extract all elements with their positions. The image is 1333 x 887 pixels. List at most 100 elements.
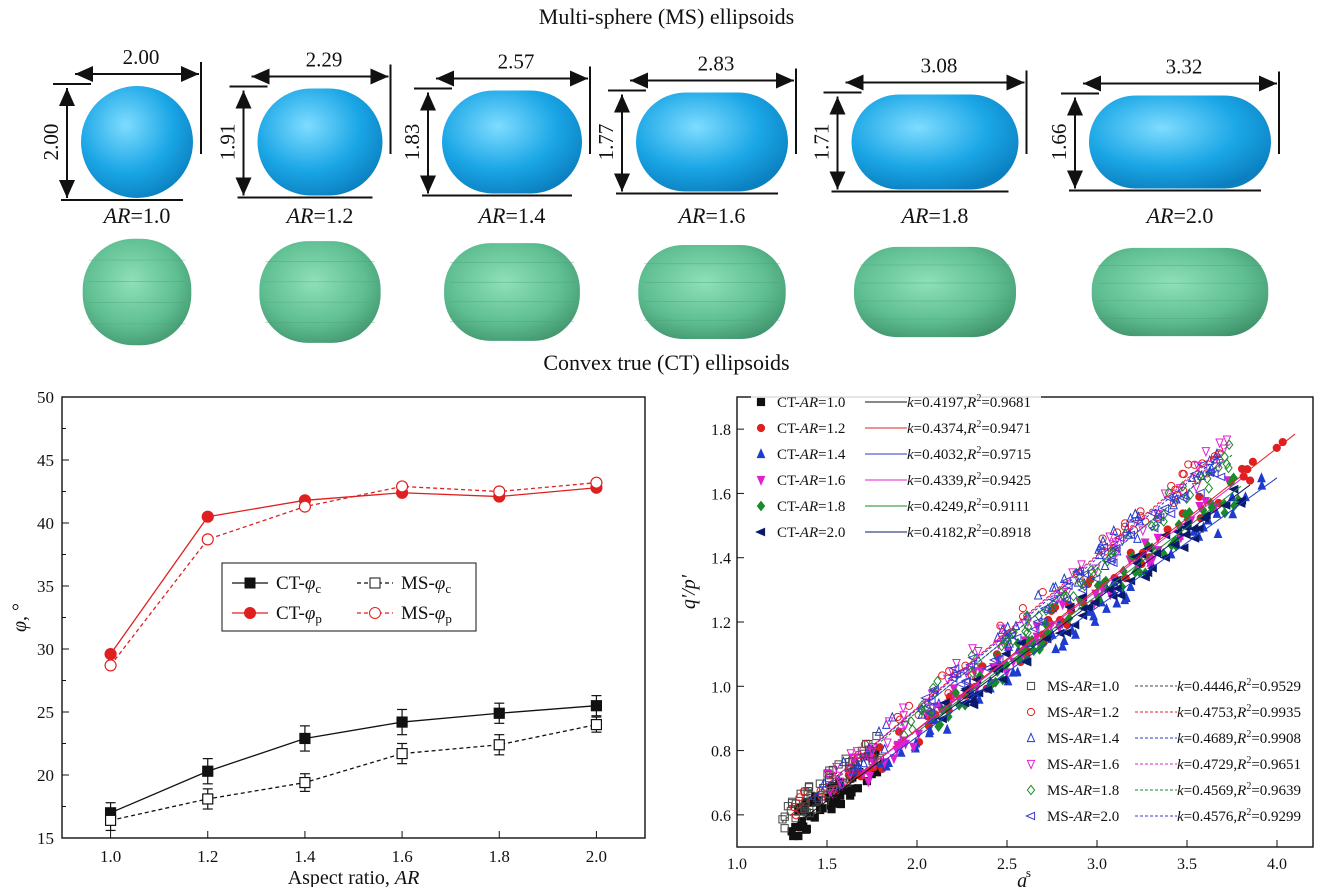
scatter-point <box>1105 554 1116 564</box>
width-label-1: 2.29 <box>306 48 343 72</box>
scatter-point <box>1077 585 1088 595</box>
scatter-point <box>997 624 1007 635</box>
scatter-point <box>997 675 1008 684</box>
scatter-point <box>1023 617 1033 628</box>
scatter-point <box>880 758 889 769</box>
ar-label-0: AR=1.0 <box>102 203 171 228</box>
data-point <box>104 814 117 826</box>
scatter-point <box>1197 460 1208 469</box>
scatter-point <box>1278 437 1287 447</box>
scatter-point <box>973 646 983 657</box>
scatter-point <box>920 693 931 703</box>
bottom-title: Convex true (CT) ellipsoids <box>543 350 790 375</box>
scatter-point <box>791 814 800 823</box>
ct-ellipsoid-2 <box>444 243 580 341</box>
data-point <box>493 707 505 719</box>
legend-label: MS-AR=1.4 <box>1047 731 1120 747</box>
x-tick-label: 1.5 <box>817 856 837 873</box>
ct-ellipsoid-3 <box>638 244 786 340</box>
scatter-point <box>968 667 978 679</box>
scatter-point <box>991 676 1000 688</box>
stress-ratio-chart: 0.6 0.8 1.0 1.2 1.4 1.6 1.8 1.0 1.5 2.0 2.5 3.0 3.5 4… <box>678 391 1314 887</box>
scatter-point <box>1008 666 1018 677</box>
scatter-point <box>1105 532 1114 543</box>
scatter-point <box>1023 621 1033 633</box>
scatter-point <box>1022 610 1032 622</box>
fit-line-3 <box>862 478 1242 773</box>
scatter-point <box>949 664 960 673</box>
scatter-point <box>1169 540 1180 550</box>
legend-label: CT-AR=1.4 <box>777 447 846 463</box>
x-tick-label: 1.8 <box>489 847 510 866</box>
scatter-point <box>944 689 953 698</box>
scatter-point <box>1018 604 1027 613</box>
scatter-point <box>1060 595 1071 605</box>
scatter-point <box>904 701 914 711</box>
y-tick-label: 0.6 <box>711 808 731 825</box>
width-label-0: 2.00 <box>123 45 160 69</box>
scatter-point <box>1148 523 1159 533</box>
legend-fit: k=0.4729,R2=0.9651 <box>1177 755 1301 773</box>
scatter-point <box>853 784 862 793</box>
legend-label: CT-AR=1.8 <box>777 499 845 515</box>
height-label-5: 1.66 <box>1047 124 1071 161</box>
scatter-point <box>1154 512 1165 522</box>
scatter-point <box>1148 555 1157 566</box>
scatter-point <box>1071 628 1080 639</box>
legend-marker <box>1026 732 1036 743</box>
scatter-points <box>778 435 1287 841</box>
scatter-point <box>906 715 916 727</box>
scatter-point <box>887 711 897 722</box>
scatter-point <box>1074 566 1085 576</box>
x-tick-label: 1.0 <box>100 847 121 866</box>
legend-marker <box>756 500 766 512</box>
scatter-point <box>1102 602 1111 613</box>
scatter-point <box>928 685 939 694</box>
scatter-point <box>845 769 855 780</box>
legend-fit: k=0.4197,R2=0.9681 <box>907 393 1031 411</box>
data-point <box>104 647 117 661</box>
scatter-point <box>925 708 936 718</box>
y-tick-label: 1.4 <box>711 551 731 568</box>
scatter-point <box>1001 629 1010 639</box>
scatter-point <box>1164 487 1173 499</box>
scatter-point <box>839 756 849 767</box>
scatter-point <box>968 700 979 710</box>
legend-label: MS-AR=1.0 <box>1047 679 1119 695</box>
scatter-point <box>791 811 801 820</box>
scatter-point <box>1064 613 1074 624</box>
scatter-point <box>1139 572 1150 582</box>
scatter-point <box>993 654 1004 664</box>
scatter-point <box>795 793 804 802</box>
legend-label-1: MS-φc <box>401 573 451 596</box>
x-tick-label: 4.0 <box>1267 856 1287 873</box>
scatter-point <box>1021 657 1032 666</box>
scatter-point <box>1212 507 1222 518</box>
legend-fit: k=0.4569,R2=0.9639 <box>1177 781 1301 799</box>
scatter-point <box>1133 532 1142 543</box>
scatter-point <box>1033 589 1043 600</box>
scatter-point <box>1215 472 1226 482</box>
scatter-point <box>1061 628 1072 638</box>
scatter-point <box>1213 528 1223 538</box>
scatter-point <box>817 792 826 801</box>
x-tick-label: 1.2 <box>197 847 218 866</box>
legend-marker <box>1026 784 1036 796</box>
y-tick-label: 45 <box>37 451 54 470</box>
series-line-3 <box>110 482 597 666</box>
x-axis-label: Aspect ratio, AR <box>288 867 420 887</box>
scatter-point <box>825 786 835 797</box>
y-tick-label: 20 <box>37 766 54 785</box>
height-label-1: 1.91 <box>215 124 239 161</box>
x-tick-label: 2.0 <box>586 847 607 866</box>
legend-bg <box>1021 675 1311 839</box>
scatter-point <box>1136 507 1145 516</box>
width-label-3: 2.83 <box>698 52 735 76</box>
friction-angle-chart: 15 20 25 30 35 40 45 50 1.0 1.2 1.4 1.6 1.8 2.0 Aspect… <box>9 388 646 887</box>
data-point <box>590 476 603 489</box>
scatter-point <box>1184 460 1193 469</box>
scatter-point <box>889 754 899 765</box>
legend-fit: k=0.4032,R2=0.9715 <box>907 445 1031 463</box>
scatter-point <box>873 756 882 765</box>
scatter-point <box>1257 472 1266 483</box>
